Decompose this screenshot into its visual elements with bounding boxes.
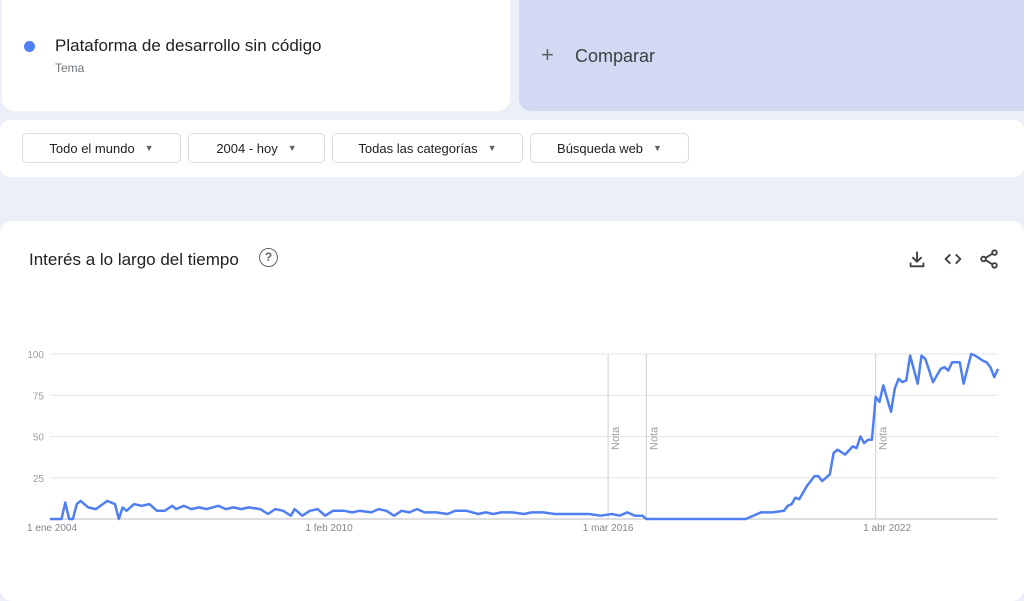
compare-button[interactable]: + Comparar [519,0,1024,111]
x-tick-label: 1 mar 2016 [583,523,634,534]
caret-down-icon: ▼ [653,143,662,153]
y-tick-label: 75 [33,391,45,402]
help-icon[interactable]: ? [259,248,278,267]
note-label: Nota [878,426,890,450]
caret-down-icon: ▼ [287,143,297,153]
x-tick-label: 1 feb 2010 [305,523,353,534]
series-color-dot [24,41,35,52]
y-tick-label: 25 [33,474,45,485]
search-type-filter[interactable]: Búsqueda web ▼ [530,133,689,163]
x-tick-label: 1 abr 2022 [863,523,911,534]
compare-label: Comparar [575,46,656,66]
y-tick-label: 100 [27,350,44,361]
filter-bar: Todo el mundo ▼ 2004 - hoy ▼ Todas las cat… [0,120,1024,177]
series-line [50,352,1000,521]
filter-label: Todas las categorías [358,140,478,156]
download-icon[interactable] [906,248,928,270]
share-icon[interactable] [978,248,1000,270]
embed-code-icon[interactable] [942,248,964,270]
region-filter[interactable]: Todo el mundo ▼ [22,133,181,163]
filter-label: Todo el mundo [49,140,135,156]
search-term-type: Tema [55,61,85,75]
plus-icon: + [541,42,554,67]
note-label: Nota [610,426,622,450]
time-range-filter[interactable]: 2004 - hoy ▼ [188,133,325,163]
search-term-card[interactable]: Plataforma de desarrollo sin código Tema [2,0,510,111]
x-tick-label: 1 ene 2004 [27,523,77,534]
card-title: Interés a lo largo del tiempo [29,250,239,269]
y-tick-label: 50 [33,433,45,444]
search-term-name[interactable]: Plataforma de desarrollo sin código [55,36,322,55]
filter-label: 2004 - hoy [216,140,278,156]
interest-over-time-card: Interés a lo largo del tiempo ? [0,221,1024,601]
caret-down-icon: ▼ [487,143,497,153]
caret-down-icon: ▼ [144,143,154,153]
category-filter[interactable]: Todas las categorías ▼ [332,133,523,163]
filter-label: Búsqueda web [557,140,644,156]
note-label: Nota [648,426,660,450]
